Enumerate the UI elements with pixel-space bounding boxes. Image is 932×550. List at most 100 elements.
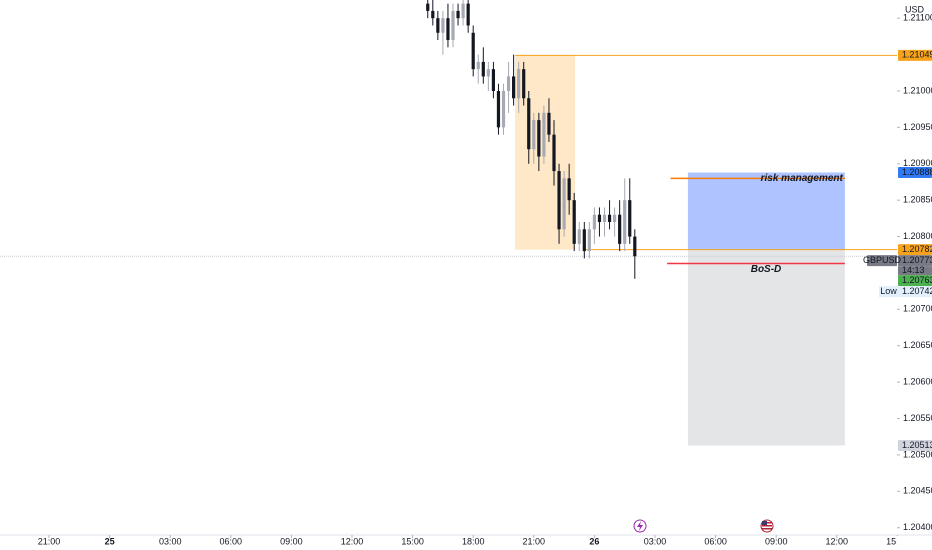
candle-body (618, 214, 622, 244)
candle-body (613, 214, 617, 223)
candle-body (496, 90, 501, 128)
candle-body (592, 214, 597, 230)
x-tick-label: 03:00 (644, 536, 667, 546)
candle-body (582, 229, 586, 252)
candle-body (461, 3, 465, 19)
y-tick-label: 1.20850 (903, 195, 932, 205)
x-tick-label: 06:00 (220, 536, 243, 546)
axis-corner (897, 536, 932, 550)
x-tick-label: 26 (589, 536, 599, 546)
tag-label: Low (880, 286, 897, 296)
x-tick-label: 09:00 (280, 536, 303, 546)
candle-body (633, 236, 637, 257)
price-badge-label: 1.20742 (902, 286, 932, 296)
x-tick-label: 21:00 (523, 536, 546, 546)
y-tick-label: 1.20550 (903, 413, 932, 423)
line-label: risk management (761, 173, 844, 184)
currency-label: USD (905, 4, 925, 14)
candle-body (532, 120, 536, 150)
candle-body (441, 18, 445, 33)
candle-body (522, 69, 526, 99)
candle-body (527, 98, 531, 150)
candle-body (466, 3, 470, 26)
event-icon[interactable] (633, 519, 647, 533)
candle-body (597, 214, 602, 223)
x-tick-label: 25 (105, 536, 115, 546)
candle-body (552, 134, 556, 172)
x-tick-label: 18:00 (462, 536, 485, 546)
x-tick-label: 06:00 (704, 536, 727, 546)
candle-body (602, 214, 607, 223)
axes: 1.20400 1.20450 1.20500 1.20550 1.20600 1.206… (38, 13, 932, 550)
candle-body (628, 200, 632, 237)
symbol-badge (867, 255, 897, 267)
price-badge (898, 275, 932, 287)
candle-body (562, 178, 566, 230)
y-tick-label: 1.21000 (903, 85, 932, 95)
y-tick-label: 1.20600 (903, 377, 932, 387)
countdown-badge (898, 266, 932, 276)
y-tick-label: 1.20650 (903, 340, 932, 350)
price-badge (898, 255, 932, 267)
candle-body (436, 18, 440, 33)
candle-body (486, 69, 490, 77)
price-badge (898, 167, 932, 179)
y-tick-label: 1.20900 (903, 158, 932, 168)
symbol-label: GBPUSD (863, 255, 902, 265)
y-tick-label: 1.20400 (903, 522, 932, 532)
tag-badge (879, 286, 898, 298)
price-badge (898, 286, 932, 298)
candle-body (426, 3, 430, 11)
x-tick-label: 03:00 (159, 536, 182, 546)
candle-body (501, 90, 506, 128)
candle-body (431, 10, 435, 19)
y-tick-label: 1.21100 (903, 13, 932, 23)
y-tick-label: 1.20700 (903, 304, 932, 314)
countdown-label: 14:13 (902, 265, 925, 275)
x-tick-label: 12:00 (826, 536, 849, 546)
candle-body (537, 120, 541, 157)
price-badge-label: 1.20763 (902, 275, 932, 285)
candle-body (471, 32, 475, 70)
y-tick-label: 1.20800 (903, 231, 932, 241)
candle-body (491, 69, 496, 91)
x-tick-label: 15:00 (401, 536, 424, 546)
candle-body (542, 112, 546, 157)
candle-body (572, 200, 576, 244)
time-axis-panel (0, 535, 897, 550)
price-badge-label: 1.20782 (902, 244, 932, 254)
candle-body (476, 61, 480, 70)
x-tick-label: 09:00 (765, 536, 788, 546)
y-tick-label: 1.20500 (903, 449, 932, 459)
candle-body (512, 76, 516, 99)
price-badge-label: 1.20513 (902, 440, 932, 450)
candle-body (567, 178, 571, 201)
candle-body (587, 229, 591, 252)
candle-body (607, 214, 612, 223)
candle-body (547, 112, 551, 135)
loss-zone (687, 249, 845, 446)
price-badge (898, 49, 932, 61)
candle-body (623, 200, 627, 244)
y-tick-label: 1.20450 (903, 486, 932, 496)
price-badge-label: 1.20773 (902, 255, 932, 265)
candle-body (481, 61, 485, 77)
y-tick-label: 1.20950 (903, 122, 932, 132)
price-badge-label: 1.21049 (902, 50, 932, 60)
price-badge-label: 1.20888 (902, 167, 932, 177)
candle-body (517, 69, 521, 99)
price-badge (898, 244, 932, 256)
candle-body (456, 10, 460, 19)
candle-body (451, 10, 455, 41)
candle-body (577, 229, 581, 244)
candle-body (506, 76, 511, 91)
price-badge (898, 439, 932, 451)
event-icon[interactable] (760, 519, 774, 533)
candle-body (557, 171, 561, 230)
x-tick-label: 21:00 (38, 536, 61, 546)
candle-body (446, 18, 450, 41)
plot-area: risk management BoS-D (0, 0, 897, 446)
profit-zone (687, 172, 845, 250)
